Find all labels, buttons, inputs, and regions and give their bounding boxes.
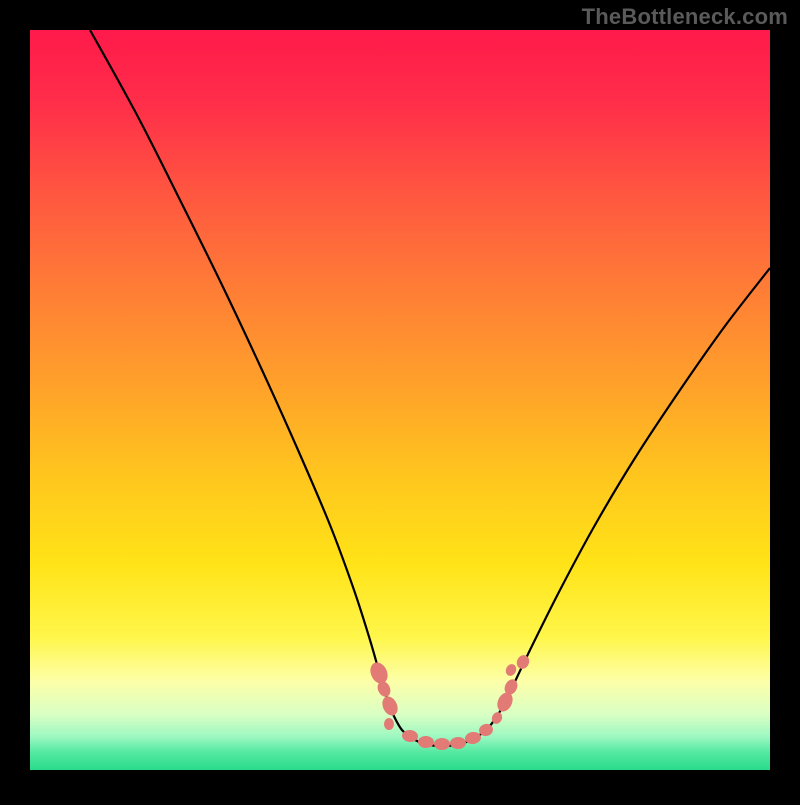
gradient-background	[30, 30, 770, 770]
valley-marker	[434, 738, 450, 750]
plot-area	[0, 0, 800, 800]
watermark-text: TheBottleneck.com	[582, 4, 788, 30]
chart-frame: TheBottleneck.com	[0, 0, 800, 800]
valley-marker	[384, 718, 394, 730]
